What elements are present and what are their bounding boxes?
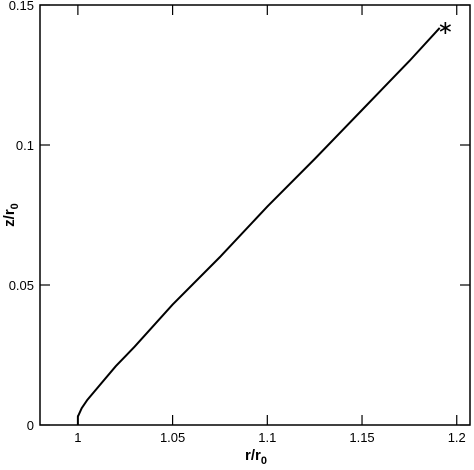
y-tick-label: 0 (27, 418, 34, 433)
y-label-main: z/r (1, 209, 18, 227)
x-label-main: r/r (245, 447, 261, 464)
x-tick-label: 1.15 (349, 430, 374, 445)
plot-frame (39, 4, 471, 426)
x-tick-label: 1 (74, 430, 81, 445)
x-tick-label: 1.1 (258, 430, 276, 445)
y-tick-label: 0.05 (9, 278, 34, 293)
x-axis-label: r/r0 (245, 447, 267, 467)
y-tick-label: 0.1 (16, 138, 34, 153)
x-tick-label: 1.05 (160, 430, 185, 445)
y-axis-label: z/r0 (1, 203, 21, 227)
curve (76, 27, 441, 425)
y-label-sub: 0 (9, 203, 21, 209)
x-tick-label: 1.2 (448, 430, 466, 445)
x-label-sub: 0 (261, 455, 267, 467)
end-marker (439, 21, 451, 34)
y-tick-label: 0.15 (9, 0, 34, 13)
